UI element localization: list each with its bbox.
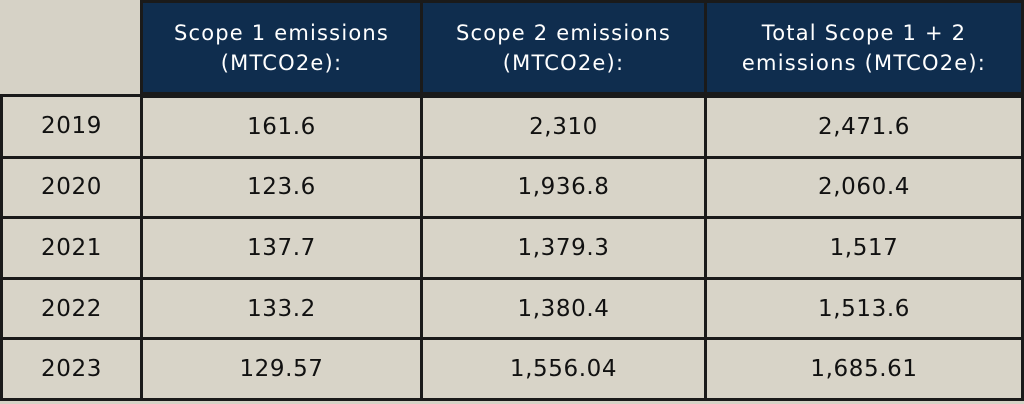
scope2-cell: 1,936.8 (420, 155, 707, 220)
scope2-cell: 1,379.3 (420, 216, 707, 280)
year-cell: 2023 (0, 337, 143, 401)
table-row: 2020 123.6 1,936.8 2,060.4 (0, 155, 1024, 220)
header-scope2: Scope 2 emissions (MTCO2e): (420, 0, 707, 98)
total-cell: 1,513.6 (704, 276, 1024, 341)
table-row: 2022 133.2 1,380.4 1,513.6 (0, 276, 1024, 341)
scope2-cell: 1,380.4 (420, 276, 707, 341)
header-row: Scope 1 emissions (MTCO2e): Scope 2 emis… (1, 0, 1024, 98)
year-cell: 2020 (0, 155, 143, 220)
year-cell: 2019 (0, 93, 143, 159)
scope1-cell: 161.6 (140, 93, 423, 159)
scope1-cell: 137.7 (140, 216, 423, 280)
total-cell: 2,060.4 (704, 155, 1024, 220)
year-cell: 2022 (0, 276, 143, 341)
table-row: 2023 129.57 1,556.04 1,685.61 (0, 337, 1024, 401)
scope1-cell: 123.6 (140, 155, 423, 220)
scope1-cell: 129.57 (140, 337, 423, 401)
scope2-cell: 1,556.04 (420, 337, 707, 401)
total-cell: 1,517 (704, 216, 1024, 280)
total-cell: 1,685.61 (704, 337, 1024, 401)
total-cell: 2,471.6 (704, 93, 1024, 159)
corner-cell (1, 1, 143, 97)
scope2-cell: 2,310 (420, 93, 707, 159)
table-row: 2019 161.6 2,310 2,471.6 (0, 93, 1024, 159)
header-scope1: Scope 1 emissions (MTCO2e): (140, 0, 423, 98)
header-total: Total Scope 1 + 2 emissions (MTCO2e): (704, 0, 1024, 98)
table-row: 2021 137.7 1,379.3 1,517 (0, 216, 1024, 280)
scope1-cell: 133.2 (140, 276, 423, 341)
year-cell: 2021 (0, 216, 143, 280)
